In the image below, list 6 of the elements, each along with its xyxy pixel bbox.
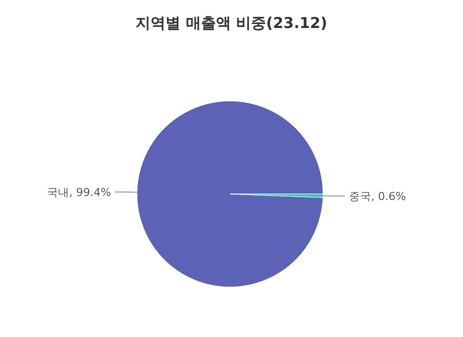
slice-label: 중국 bbox=[348, 190, 371, 203]
data-label: , 99.4% bbox=[69, 186, 112, 200]
data-label: , 0.6% bbox=[370, 190, 406, 203]
slice-label: 국내 bbox=[47, 186, 70, 200]
chart-title: 지역별 매출액 비중(23.12) bbox=[136, 14, 328, 32]
pie-slice bbox=[136, 100, 324, 288]
